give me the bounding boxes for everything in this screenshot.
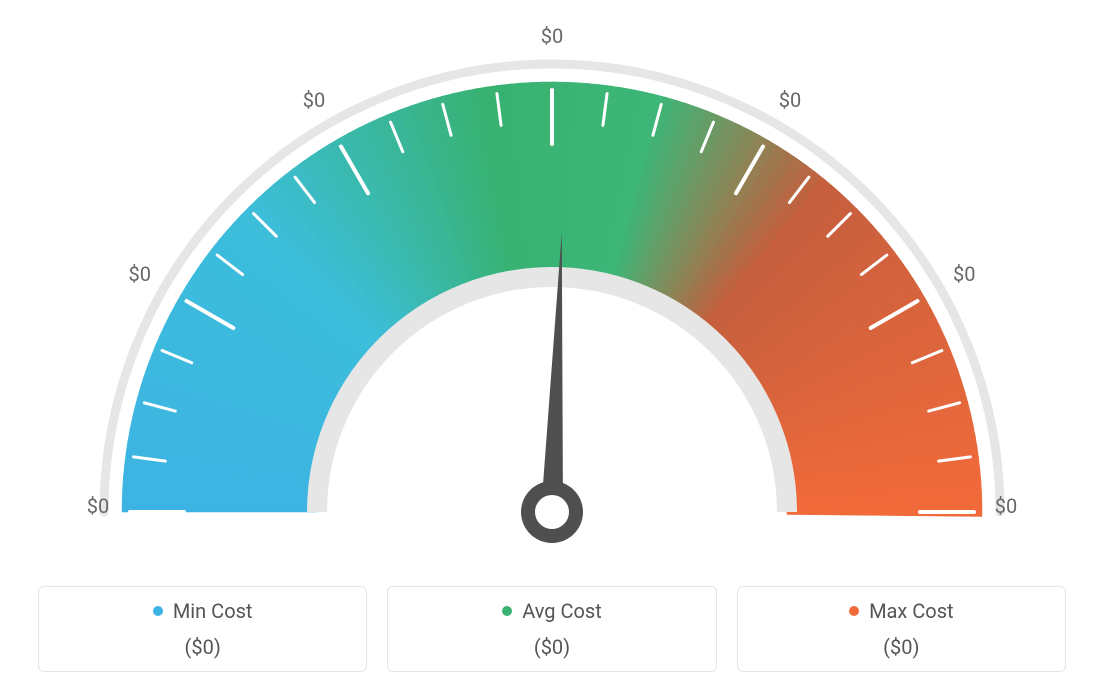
legend-title-max: Max Cost [849, 601, 954, 621]
gauge-tick-label: $0 [87, 494, 109, 518]
gauge-svg [2, 12, 1102, 552]
legend-value-min: ($0) [49, 635, 356, 659]
legend-label-max: Max Cost [869, 601, 954, 621]
legend-label-avg: Avg Cost [522, 601, 602, 621]
gauge-tick-label: $0 [129, 262, 151, 286]
legend-card-max: Max Cost ($0) [737, 586, 1066, 672]
legend-dot-min [153, 606, 163, 616]
legend-card-avg: Avg Cost ($0) [387, 586, 716, 672]
cost-gauge-chart: $0 $0 $0 $0 $0 $0 $0 Min Cost ($0) Avg Cost ($… [0, 0, 1104, 690]
legend-dot-max [849, 606, 859, 616]
legend-row: Min Cost ($0) Avg Cost ($0) Max Cost ($0… [38, 586, 1066, 672]
legend-value-max: ($0) [748, 635, 1055, 659]
legend-title-min: Min Cost [153, 601, 253, 621]
legend-card-min: Min Cost ($0) [38, 586, 367, 672]
legend-value-avg: ($0) [398, 635, 705, 659]
gauge-tick-label: $0 [303, 88, 325, 112]
legend-title-avg: Avg Cost [502, 601, 602, 621]
legend-dot-avg [502, 606, 512, 616]
legend-label-min: Min Cost [173, 601, 253, 621]
gauge-tick-label: $0 [779, 88, 801, 112]
gauge-area: $0 $0 $0 $0 $0 $0 $0 [0, 0, 1104, 545]
gauge-tick-label: $0 [995, 494, 1017, 518]
gauge-tick-label: $0 [541, 24, 563, 48]
gauge-tick-label: $0 [953, 262, 975, 286]
